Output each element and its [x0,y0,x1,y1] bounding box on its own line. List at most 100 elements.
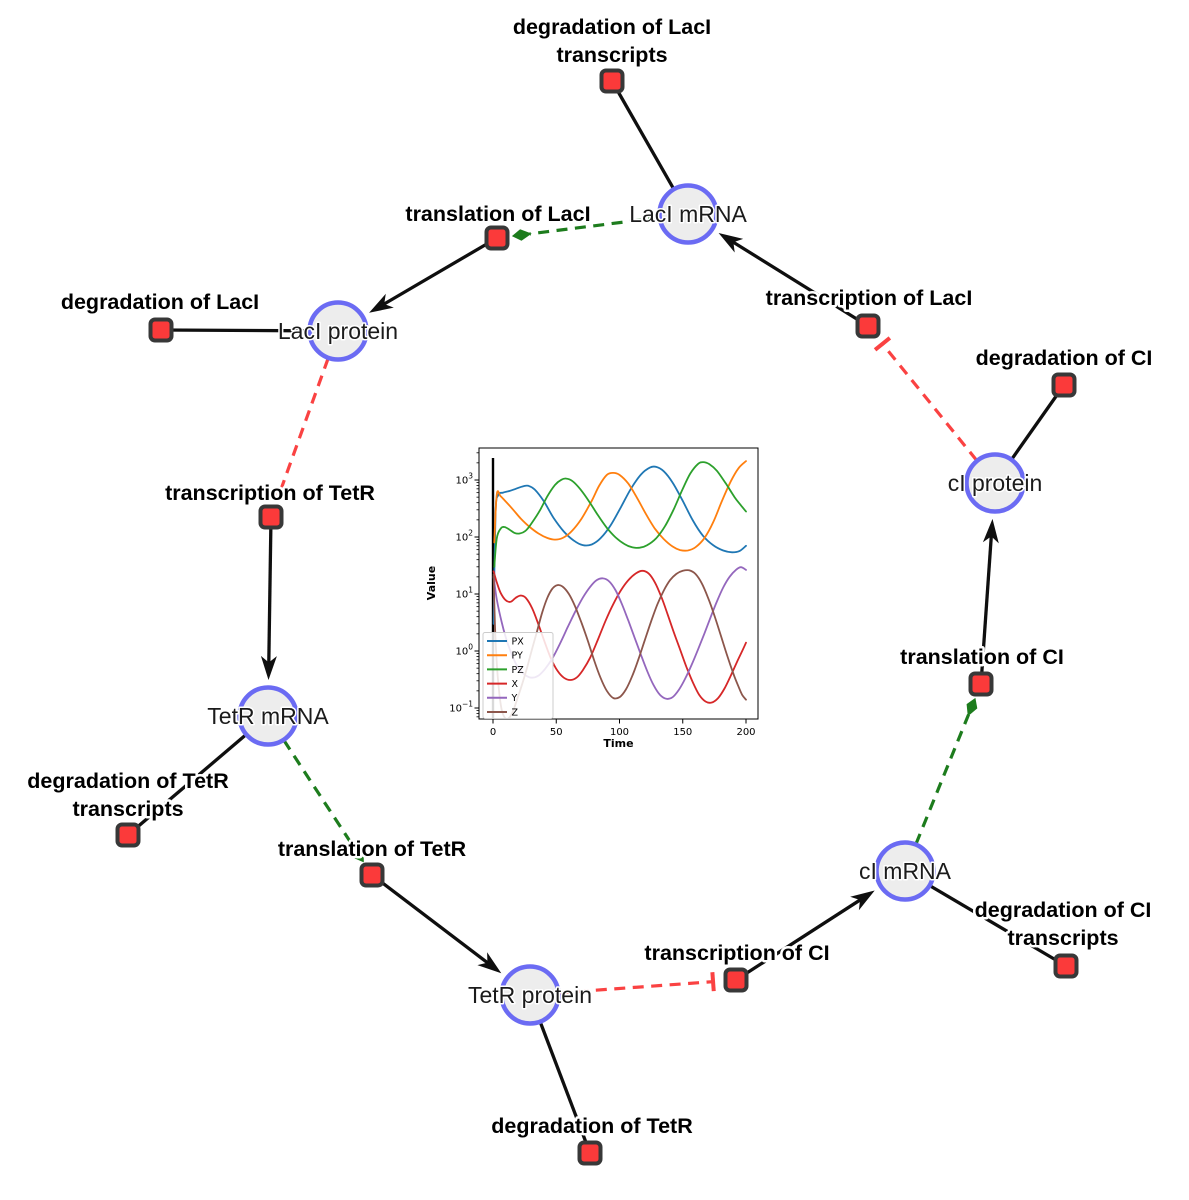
edge-txn_ci-to-ci_mrna-production [735,897,863,982]
chart-series-PY-line [493,460,747,552]
edge-laci_mrna-to-transl_laci-catalysis [529,216,660,236]
reaction-label-line: degradation of CI [975,898,1152,922]
reaction-label-line: transcription of CI [644,941,829,965]
chart-legend-label-X: X [512,679,519,690]
arrowhead [477,952,502,974]
catalysis-arrowhead [966,697,978,717]
species-node-tetr_mrna[interactable] [237,685,299,747]
chart-y-tick-base: 10 [455,476,468,487]
reaction-node-deg_ci[interactable] [1051,372,1077,398]
reaction-label-line: degradation of CI [976,346,1153,370]
arrowhead [369,293,394,313]
reaction-label-line: transcription of LacI [766,286,973,310]
chart-legend-label-Y: Y [511,693,518,704]
reaction-label-line: degradation of LacI [61,290,259,314]
edge-transl_tetr-to-tetr_protein-production [371,873,490,965]
arrowhead [260,655,277,680]
arrowhead [718,233,744,253]
chart-series-PX-line [492,465,747,625]
reaction-node-deg_tetr_tx[interactable] [115,822,141,848]
reaction-node-transl_ci[interactable] [968,671,994,697]
species-label-laci_protein: LacI protein [278,318,398,344]
chart-y-axis-label: Value [425,566,438,600]
edge-tetr_mrna-to-transl_tetr-catalysis [282,739,356,849]
chart-y-tick-base: 10 [455,647,468,658]
reaction-label-txn_laci: transcription of LacI [766,286,973,310]
species-label-ci_protein: cI protein [948,470,1043,496]
reaction-label-deg_tetr_tx: degradation of TetR transcripts [27,769,229,821]
reaction-node-deg_tetr[interactable] [577,1140,603,1166]
reaction-node-txn_tetr[interactable] [258,504,284,530]
chart-y-tick-label: 103 [455,472,473,487]
reaction-node-transl_laci[interactable] [484,225,510,251]
edge-laci_mrna-to-deg_laci_tx-consumption [610,80,676,190]
inhibition-tbar [710,972,716,992]
species-node-ci_mrna[interactable] [874,840,936,902]
reaction-node-txn_laci[interactable] [855,313,881,339]
edge-ci_mrna-to-deg_ci_tx-consumption [929,884,1067,968]
chart-y-tick-exponent: 2 [468,529,473,538]
reaction-label-line: transcripts [1007,926,1118,950]
reaction-label-transl_tetr: translation of TetR [278,837,467,861]
chart-legend-label-PX: PX [512,636,525,647]
reaction-label-line: translation of LacI [405,202,590,226]
edge-tetr_protein-to-deg_tetr-consumption [538,1021,592,1154]
reaction-node-deg_laci_tx[interactable] [599,68,625,94]
reaction-node-transl_tetr[interactable] [359,862,385,888]
chart-x-axis-label: Time [603,737,633,750]
reaction-label-line: degradation of LacI [513,15,711,39]
edge-transl_ci-to-ci_protein-production [979,534,994,685]
species-label-tetr_mrna: TetR mRNA [207,703,329,729]
chart-y-tick-base: 10 [455,533,468,544]
species-label-tetr_protein: TetR protein [468,982,592,1008]
edge-txn_tetr-to-tetr_mrna-production [267,516,273,665]
chart-legend-label-Z: Z [512,707,519,718]
edge-ci_protein-to-txn_laci-inhibition [881,342,979,462]
species-label-laci_mrna: LacI mRNA [629,201,747,227]
reaction-label-deg_laci_tx: degradation of LacI transcripts [513,15,711,67]
reaction-node-deg_laci[interactable] [148,317,174,343]
catalysis-arrowhead [511,229,532,241]
chart-x-tick-label: 200 [736,727,755,738]
reaction-label-deg_tetr: degradation of TetR [491,1114,693,1138]
species-node-ci_protein[interactable] [964,452,1026,514]
reaction-label-transl_laci: translation of LacI [405,202,590,226]
reaction-label-txn_tetr: transcription of TetR [165,481,375,505]
species-node-laci_mrna[interactable] [657,183,719,245]
edge-ci_mrna-to-transl_ci-catalysis [914,713,971,845]
reaction-label-line: translation of CI [900,645,1064,669]
edge-tetr_mrna-to-deg_tetr_tx-consumption [126,733,247,837]
chart-y-tick-exponent: −1 [462,700,473,709]
chart-legend-label-PY: PY [512,651,524,662]
arrowhead [850,890,875,911]
reaction-label-txn_ci: transcription of CI [644,941,829,965]
chart-y-tick-base: 10 [449,704,462,715]
edge-laci_protein-to-txn_tetr-inhibition [277,357,330,496]
timeseries-inset-chart: 0 50 100 150 20010−1100101102103TimeValuePXP… [425,430,785,765]
inhibition-tbar [269,490,289,501]
chart-x-tick-label: 150 [673,727,692,738]
reaction-label-line: translation of TetR [278,837,467,861]
chart-x-tick-label: 0 [490,727,496,738]
reaction-label-deg_ci_tx: degradation of CI transcripts [975,898,1152,950]
chart-y-tick-label: 100 [455,643,473,658]
chart-x-tick-label: 50 [550,727,563,738]
species-node-tetr_protein[interactable] [499,964,561,1026]
reaction-label-line: transcription of TetR [165,481,375,505]
chart-y-tick-base: 10 [455,590,468,601]
reaction-label-line: degradation of TetR [27,769,229,793]
reaction-label-line: transcripts [72,797,183,821]
chart-series-PZ-line [493,461,747,568]
chart-y-tick-exponent: 3 [468,472,473,481]
reaction-node-txn_ci[interactable] [723,967,749,993]
edge-txn_laci-to-laci_mrna-production [731,240,869,328]
reaction-label-deg_ci: degradation of CI [976,346,1153,370]
reaction-node-deg_ci_tx[interactable] [1053,953,1079,979]
species-node-laci_protein[interactable] [307,300,369,362]
chart-axes-frame [478,447,759,720]
chart-y-tick-exponent: 1 [468,586,473,595]
edge-transl_laci-to-laci_protein-production [382,236,498,307]
reaction-label-line: transcripts [556,43,667,67]
